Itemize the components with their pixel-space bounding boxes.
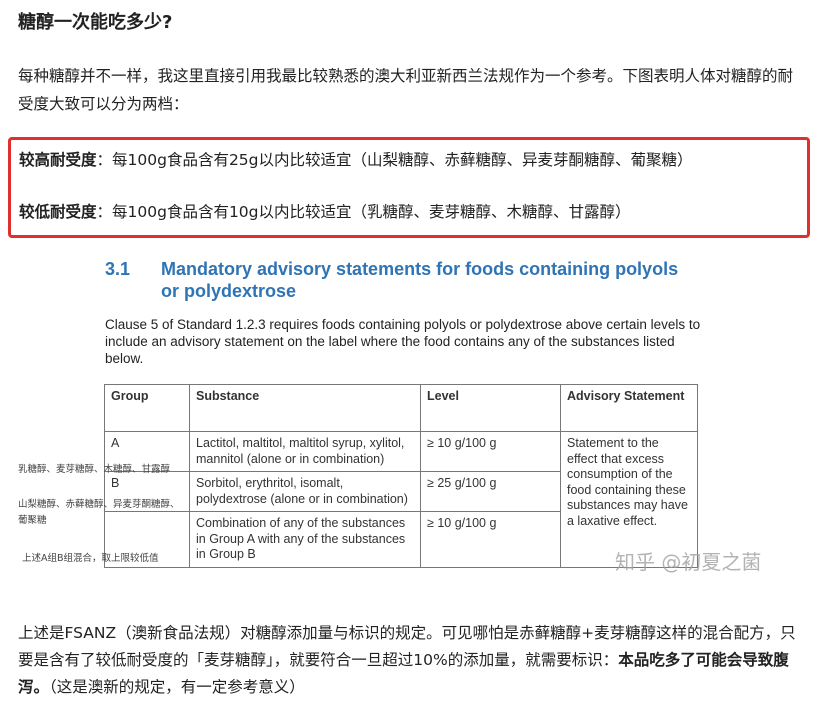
annotation-group-a: 乳糖醇、麦芽糖醇、木糖醇、甘露醇 [18, 464, 171, 475]
annotation-group-b: 山梨糖醇、赤藓糖醇、异麦芽酮糖醇、葡聚糖 [18, 499, 180, 526]
annotation-combination: 上述A组B组混合，取上限较低值 [22, 553, 159, 564]
watermark: 知乎 @初夏之菌 [615, 550, 762, 574]
clause-text: Clause 5 of Standard 1.2.3 requires food… [105, 317, 701, 366]
high-tolerance-text: ：每100g食品含有25g以内比较适宜（山梨糖醇、赤藓糖醇、异麦芽酮糖醇、葡聚糖… [96, 151, 693, 169]
highlight-box: 较高耐受度：每100g食品含有25g以内比较适宜（山梨糖醇、赤藓糖醇、异麦芽酮糖… [8, 137, 810, 238]
table-header-row: Group Substance Level Advisory Statement [104, 384, 698, 432]
cell-level: ≥ 10 g/100 g [420, 511, 561, 568]
cell-level: ≥ 25 g/100 g [420, 471, 561, 512]
section-number: 3.1 [105, 259, 131, 279]
cell-statement: Statement to the effect that excess cons… [560, 431, 698, 568]
fsanz-figure: 3.1 Mandatory advisory statements for foo… [95, 250, 805, 595]
cell-group: B [104, 471, 190, 512]
outro-note: （这是澳新的规定，有一定参考意义） [49, 678, 305, 696]
table-row: A Lactitol, maltitol, maltitol syrup, xy… [104, 431, 698, 568]
table-row: B Sorbitol, erythritol, isomalt, polydex… [104, 471, 698, 512]
figure-section-title: 3.1 Mandatory advisory statements for foo… [105, 258, 678, 302]
header-level: Level [420, 384, 561, 432]
cell-substance: Lactitol, maltitol, maltitol syrup, xyli… [189, 431, 421, 472]
header-substance: Substance [189, 384, 421, 432]
section-title-line1: Mandatory advisory statements for foods … [161, 259, 679, 279]
outro-bold-warning: 本品吃多了可能会导致腹泻。 [18, 651, 789, 696]
high-tolerance-line: 较高耐受度：每100g食品含有25g以内比较适宜（山梨糖醇、赤藓糖醇、异麦芽酮糖… [19, 148, 693, 170]
cell-substance: Combination of any of the substances in … [189, 511, 421, 568]
outro-paragraph: 上述是FSANZ（澳新食品法规）对糖醇添加量与标识的规定。可见哪怕是赤藓糖醇+麦… [18, 620, 808, 701]
low-tolerance-line: 较低耐受度：每100g食品含有10g以内比较适宜（乳糖醇、麦芽糖醇、木糖醇、甘露… [19, 200, 631, 222]
section-title-line2: or polydextrose [161, 281, 297, 301]
outro-text: 上述是FSANZ（澳新食品法规）对糖醇添加量与标识的规定。可见哪怕是赤藓糖醇+麦… [18, 624, 796, 669]
cell-group [104, 511, 190, 568]
table-row: Combination of any of the substances in … [104, 511, 698, 568]
intro-paragraph: 每种糖醇并不一样，我这里直接引用我最比较熟悉的澳大利亚新西兰法规作为一个参考。下… [18, 67, 794, 113]
cell-level: ≥ 10 g/100 g [420, 431, 561, 472]
header-group: Group [104, 384, 190, 432]
header-statement: Advisory Statement [560, 384, 698, 432]
section-heading: 糖醇一次能吃多少? [18, 12, 173, 33]
cell-group: A [104, 431, 190, 472]
low-tolerance-text: ：每100g食品含有10g以内比较适宜（乳糖醇、麦芽糖醇、木糖醇、甘露醇） [96, 203, 631, 221]
high-tolerance-label: 较高耐受度 [19, 151, 97, 169]
low-tolerance-label: 较低耐受度 [19, 203, 97, 221]
polyol-table: Group Substance Level Advisory Statement… [104, 384, 698, 568]
cell-substance: Sorbitol, erythritol, isomalt, polydextr… [189, 471, 421, 512]
